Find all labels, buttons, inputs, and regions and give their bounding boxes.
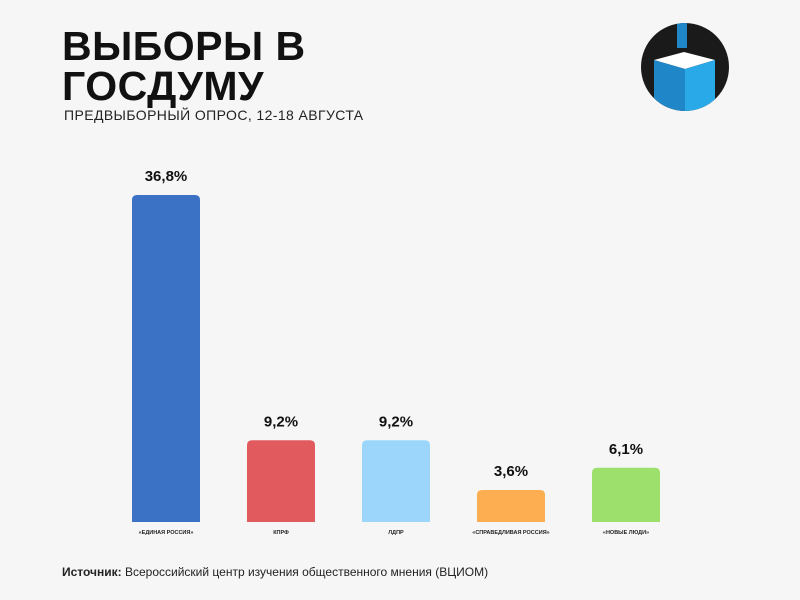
title-line-2: ГОСДУМУ bbox=[62, 63, 265, 109]
source-text: Всероссийский центр изучения общественно… bbox=[125, 565, 489, 579]
bar bbox=[247, 440, 315, 522]
category-label: «НОВЫЕ ЛЮДИ» bbox=[603, 530, 649, 536]
category-label: ЛДПР bbox=[388, 530, 404, 536]
value-label: 9,2% bbox=[379, 413, 413, 430]
value-label: 36,8% bbox=[145, 168, 188, 185]
value-label: 6,1% bbox=[609, 441, 643, 458]
ballot-box-icon bbox=[641, 23, 729, 111]
category-label: КПРФ bbox=[273, 530, 289, 536]
source-note: Источник: Всероссийский центр изучения о… bbox=[62, 565, 488, 579]
source-label: Источник: bbox=[62, 565, 122, 579]
page-title: ВЫБОРЫ В ГОСДУМУ bbox=[62, 23, 422, 109]
category-label: «СПРАВЕДЛИВАЯ РОССИЯ» bbox=[472, 530, 549, 536]
bar bbox=[592, 467, 660, 522]
value-label: 3,6% bbox=[494, 463, 528, 480]
title-line-1: ВЫБОРЫ В bbox=[62, 23, 306, 69]
bar bbox=[132, 195, 200, 522]
bar bbox=[362, 440, 430, 522]
category-label: «ЕДИНАЯ РОССИЯ» bbox=[139, 530, 194, 536]
subtitle: ПРЕДВЫБОРНЫЙ ОПРОС, 12-18 АВГУСТА bbox=[64, 107, 364, 123]
value-label: 9,2% bbox=[264, 413, 298, 430]
bar bbox=[477, 490, 545, 522]
